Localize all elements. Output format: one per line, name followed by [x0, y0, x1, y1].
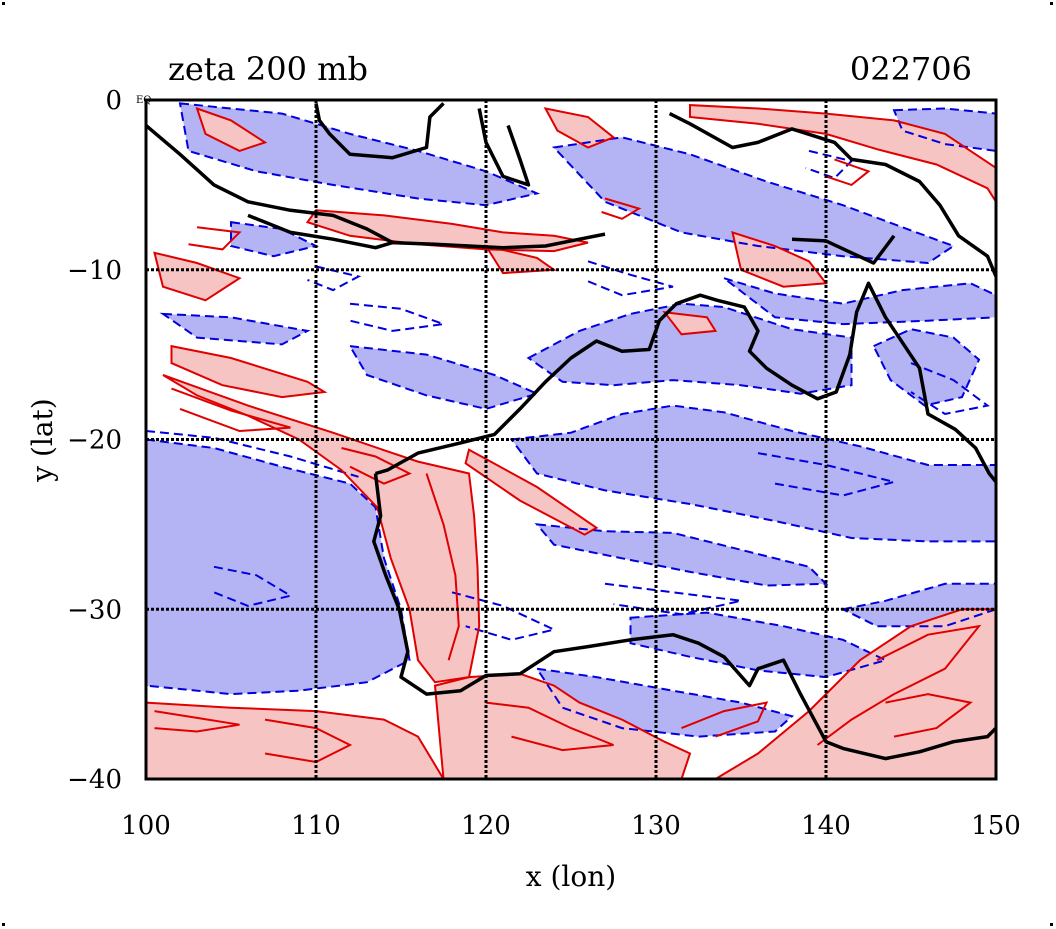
- negative-region-outline-8: [534, 667, 795, 738]
- y-tick-label: −30: [67, 595, 122, 625]
- positive-vorticity-fills: [146, 105, 996, 779]
- positive-region-outline-7: [305, 209, 589, 253]
- positive-contour-6: [171, 387, 291, 433]
- corner-mark-bottom-left: [2, 923, 5, 926]
- plot-frame: [144, 98, 998, 781]
- positive-region-outline-0: [170, 344, 328, 399]
- positive-region-outline-5: [713, 608, 996, 779]
- x-tick-label: 100: [121, 811, 171, 841]
- coastline-segment-2: [146, 124, 395, 250]
- y-tick-label: −40: [67, 765, 122, 795]
- y-tick-label: −10: [67, 256, 122, 286]
- positive-region-2: [465, 449, 597, 535]
- positive-region-outline-2: [464, 448, 599, 536]
- negative-contour-9: [307, 265, 362, 292]
- y-tick-label: 0: [105, 86, 122, 116]
- negative-region-outline-4: [872, 328, 981, 407]
- positive-region-outline-12: [662, 310, 718, 336]
- positive-region-outline-6: [195, 106, 268, 152]
- y-tick-labels: 0 −10 −20 −30 −40: [67, 86, 122, 795]
- negative-contour-5: [349, 302, 444, 332]
- negative-region-outline-1: [509, 404, 996, 543]
- positive-contour-2: [816, 624, 982, 746]
- positive-contour-7: [341, 447, 412, 485]
- positive-region-6: [197, 108, 265, 151]
- negative-vorticity-contours: [146, 102, 996, 738]
- positive-contour-1: [425, 473, 460, 661]
- positive-contour-9: [188, 226, 242, 251]
- negative-contour-4: [604, 582, 742, 616]
- negative-contour-6: [910, 362, 990, 416]
- coastline-segment-6: [668, 112, 996, 278]
- x-tick-label: 120: [461, 811, 511, 841]
- positive-region-outline-3: [146, 701, 445, 779]
- negative-contour-2: [213, 565, 294, 607]
- negative-region-outline-3: [526, 302, 853, 395]
- coastline-segment-4: [477, 108, 531, 187]
- coastline-segment-0: [375, 281, 996, 484]
- negative-region-2: [537, 524, 826, 586]
- corner-mark-bottom-right: [1050, 923, 1053, 926]
- coastline-segment-5: [392, 232, 606, 250]
- x-tick-label: 130: [631, 811, 681, 841]
- negative-region-outline-6: [159, 312, 311, 346]
- coastline-segment-1: [372, 473, 996, 761]
- coastline-segment-3: [314, 102, 445, 160]
- negative-region-outline-7: [629, 611, 889, 679]
- negative-region-12: [894, 108, 996, 151]
- negative-region-5: [350, 346, 537, 409]
- x-axis-label: x (lon): [526, 860, 616, 893]
- positive-region-1: [163, 375, 480, 683]
- plot-area: [146, 100, 996, 779]
- positive-region-outline-8: [543, 107, 616, 149]
- positive-region-outline-11: [153, 251, 242, 302]
- negative-region-11: [554, 137, 954, 263]
- x-tick-label: 140: [801, 811, 851, 841]
- positive-contour-11: [825, 158, 871, 187]
- negative-contour-3: [757, 452, 895, 497]
- corner-mark-top-right: [1050, 2, 1053, 5]
- positive-region-11: [154, 252, 240, 301]
- negative-contour-8: [805, 149, 854, 180]
- negative-region-7: [630, 612, 886, 678]
- positive-contour-5: [264, 718, 353, 764]
- positive-region-0: [171, 346, 325, 398]
- date-code: 022706: [850, 50, 972, 88]
- positive-contour-10: [601, 197, 642, 220]
- positive-contour-0: [154, 710, 240, 733]
- positive-contour-8: [681, 701, 769, 738]
- positive-contour-3: [885, 693, 973, 738]
- negative-region-outline-10: [178, 102, 541, 207]
- coastline: [146, 102, 996, 761]
- lat-lon-grid: [146, 100, 996, 779]
- equator-label: EQ: [136, 95, 152, 106]
- positive-vorticity-contours: [146, 104, 996, 779]
- negative-region-outline-13: [723, 277, 996, 326]
- negative-region-0: [146, 439, 410, 695]
- positive-region-9: [690, 105, 996, 202]
- negative-contour-0: [146, 430, 359, 478]
- y-tick-label: −20: [67, 426, 122, 456]
- positive-region-5: [715, 609, 996, 779]
- x-tick-label: 150: [971, 811, 1021, 841]
- corner-mark-top-left: [2, 2, 5, 5]
- y-axis-label: y (lat): [26, 398, 59, 482]
- negative-region-outline-2: [534, 523, 829, 587]
- positive-region-outline-1: [162, 374, 481, 684]
- positive-region-13: [486, 246, 554, 274]
- negative-region-14: [231, 222, 316, 257]
- negative-region-outline-5: [348, 344, 540, 410]
- positive-region-4: [435, 673, 690, 779]
- positive-contour-4: [485, 701, 614, 752]
- positive-region-8: [545, 108, 614, 148]
- positive-region-7: [307, 210, 588, 252]
- x-tick-labels: 100 110 120 130 140 150: [121, 811, 1021, 841]
- coastline-segment-7: [791, 234, 896, 265]
- negative-region-outline-14: [230, 221, 319, 258]
- positive-region-outline-9: [689, 104, 996, 204]
- x-tick-label: 110: [291, 811, 341, 841]
- plot-title: zeta 200 mb: [168, 50, 368, 88]
